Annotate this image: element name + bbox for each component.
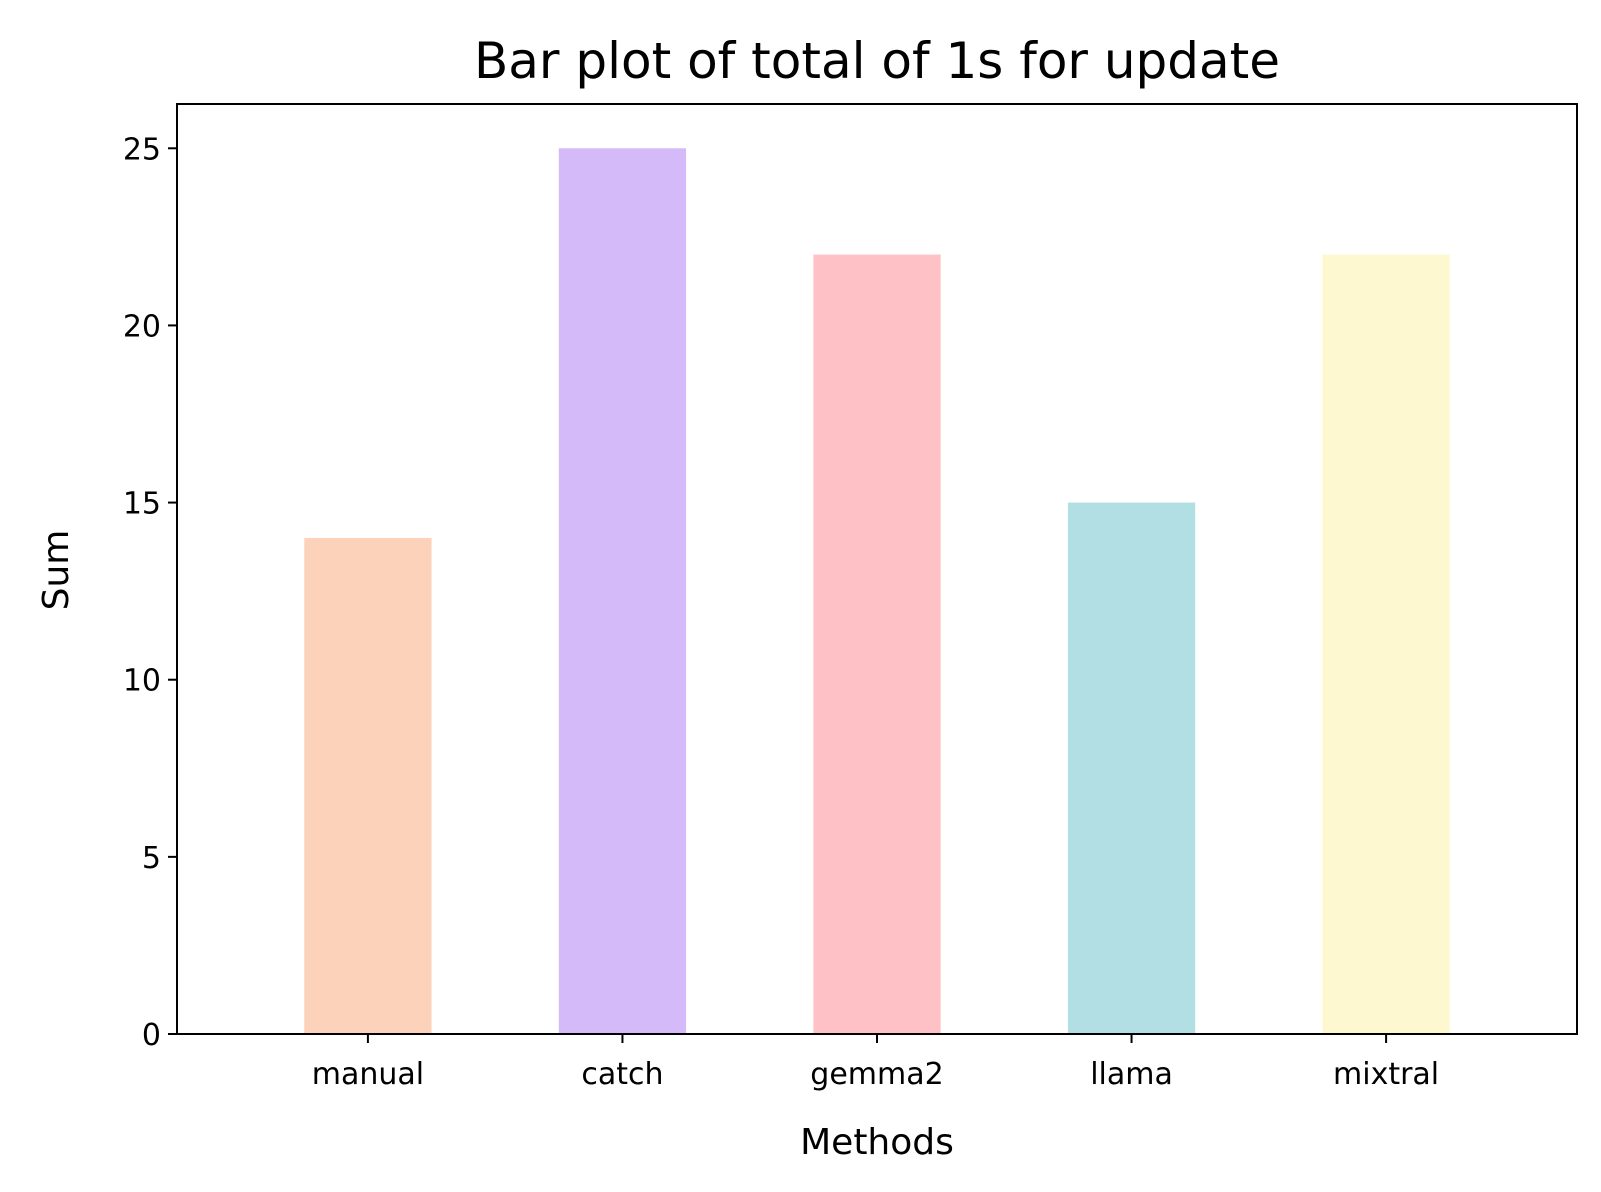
x-axis-label: Methods	[800, 1122, 954, 1163]
bar-llama	[1067, 502, 1196, 1035]
x-tick-label-manual: manual	[312, 1057, 424, 1092]
bar-manual	[304, 538, 432, 1034]
bar-gemma2	[813, 254, 941, 1035]
y-axis-ticks: 0 5 10 15 20 25	[123, 132, 177, 1053]
x-tick-label-gemma2: gemma2	[810, 1057, 943, 1092]
y-tick-label: 10	[123, 664, 161, 699]
chart-title: Bar plot of total of 1s for update	[474, 32, 1280, 90]
y-axis-label: Sum	[36, 530, 77, 611]
x-tick-label-catch: catch	[581, 1057, 663, 1092]
y-tick-label: 15	[123, 487, 161, 522]
bar-mixtral	[1322, 254, 1450, 1035]
x-axis-ticks: manual catch gemma2 llama mixtral	[312, 1034, 1439, 1092]
y-tick-label: 25	[123, 132, 161, 167]
y-tick-label: 5	[142, 841, 161, 876]
plot-area-frame	[176, 103, 1578, 1035]
bar-catch	[558, 148, 687, 1035]
x-tick-label-mixtral: mixtral	[1333, 1057, 1439, 1092]
y-tick-label: 0	[142, 1018, 161, 1053]
y-tick-label: 20	[123, 309, 161, 344]
x-tick-label-llama: llama	[1090, 1057, 1173, 1092]
bars-group	[304, 148, 1450, 1035]
